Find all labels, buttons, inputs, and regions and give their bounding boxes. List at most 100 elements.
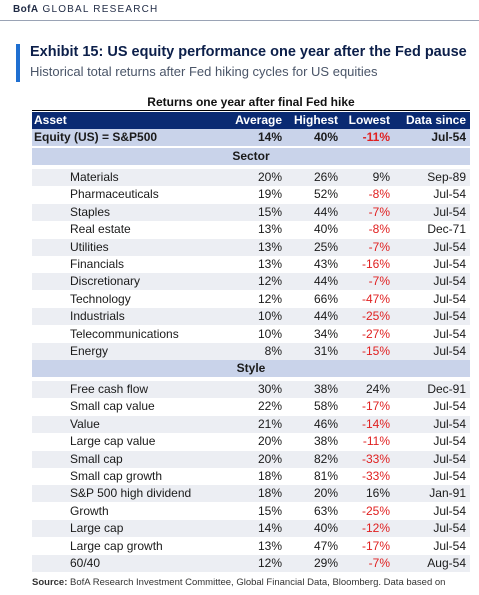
table-row: Real estate 13% 40% -8% Dec-71 <box>32 221 470 238</box>
lowest-cell: -11% <box>362 434 390 449</box>
table-row: Growth 15% 63% -25% Jul-54 <box>32 503 470 520</box>
data-since-cell: Sep-89 <box>427 170 466 184</box>
lowest-cell: 9% <box>372 170 390 184</box>
col-average: Average <box>235 113 282 127</box>
table-caption: Returns one year after final Fed hike <box>147 95 355 109</box>
lowest-cell: -33% <box>361 469 390 483</box>
col-asset: Asset <box>34 113 67 127</box>
lowest-cell: -27% <box>361 326 390 341</box>
table-row: Utilities 13% 25% -7% Jul-54 <box>32 238 470 256</box>
average-cell: 30% <box>257 382 282 396</box>
style-section-header: Style <box>32 360 470 377</box>
asset-cell: Energy <box>70 344 109 358</box>
table-row: Financials 13% 43% -16% Jul-54 <box>32 256 470 273</box>
col-lowest: Lowest <box>348 113 390 127</box>
data-since-cell: Jul-54 <box>433 257 466 271</box>
average-cell: 8% <box>264 344 282 358</box>
average-cell: 12% <box>257 291 282 306</box>
data-since-cell: Aug-54 <box>427 556 466 570</box>
table-row: 60/40 12% 29% -7% Aug-54 <box>32 555 470 572</box>
data-since-cell: Dec-91 <box>427 382 466 396</box>
asset-cell: Technology <box>70 291 131 306</box>
average-cell: 13% <box>257 257 282 271</box>
lowest-cell: -16% <box>361 257 390 271</box>
table-row: Materials 20% 26% 9% Sep-89 <box>32 169 470 186</box>
highest-cell: 66% <box>313 291 338 306</box>
average-cell: 21% <box>257 416 282 431</box>
data-since-cell: Jul-54 <box>433 538 466 553</box>
exhibit-subtitle: Historical total returns after Fed hikin… <box>30 64 378 79</box>
data-since-cell: Jul-54 <box>433 503 466 518</box>
average-cell: 13% <box>257 222 282 237</box>
table-row: Free cash flow 30% 38% 24% Dec-91 <box>32 381 470 398</box>
lowest-cell: -17% <box>361 538 390 553</box>
lowest-cell: -14% <box>361 416 390 431</box>
equity-average: 14% <box>257 130 282 144</box>
asset-cell: Growth <box>70 503 109 518</box>
table-row: Technology 12% 66% -47% Jul-54 <box>32 291 470 308</box>
table-row: Small cap value 22% 58% -17% Jul-54 <box>32 398 470 415</box>
highest-cell: 40% <box>313 222 338 237</box>
data-since-cell: Jul-54 <box>433 469 466 483</box>
report-header: BofA GLOBAL RESEARCH <box>0 0 479 22</box>
table-row: Industrials 10% 44% -25% Jul-54 <box>32 308 470 326</box>
table-row: Pharmaceuticals 19% 52% -8% Jul-54 <box>32 186 470 203</box>
equity-highest: 40% <box>313 130 338 144</box>
asset-cell: Real estate <box>70 222 131 237</box>
average-cell: 18% <box>257 486 282 501</box>
highest-cell: 81% <box>313 469 338 483</box>
lowest-cell: 24% <box>365 382 390 396</box>
highest-cell: 43% <box>313 257 338 271</box>
data-since-cell: Jul-54 <box>433 274 466 289</box>
table-row: Small cap 20% 82% -33% Jul-54 <box>32 450 470 468</box>
average-cell: 13% <box>257 538 282 553</box>
average-cell: 18% <box>257 469 282 483</box>
asset-cell: Telecommunications <box>70 326 179 341</box>
table-row: Telecommunications 10% 34% -27% Jul-54 <box>32 326 470 343</box>
lowest-cell: -33% <box>361 451 390 466</box>
highest-cell: 46% <box>313 416 338 431</box>
lowest-cell: -25% <box>361 309 390 324</box>
highest-cell: 25% <box>313 239 338 254</box>
highest-cell: 44% <box>313 274 338 289</box>
asset-cell: Large cap <box>70 521 124 536</box>
lowest-cell: -7% <box>368 556 390 570</box>
highest-cell: 82% <box>313 451 338 466</box>
highest-cell: 20% <box>313 486 338 501</box>
data-since-cell: Jul-54 <box>433 521 466 536</box>
data-since-cell: Dec-71 <box>427 222 466 237</box>
average-cell: 12% <box>257 556 282 570</box>
table-row: Large cap growth 13% 47% -17% Jul-54 <box>32 538 470 555</box>
lowest-cell: -15% <box>361 344 390 358</box>
asset-cell: S&P 500 high dividend <box>70 486 192 501</box>
highest-cell: 44% <box>313 204 338 219</box>
average-cell: 19% <box>257 187 282 202</box>
asset-cell: Financials <box>70 257 125 271</box>
highest-cell: 38% <box>313 434 338 449</box>
sector-section-header: Sector <box>32 148 470 165</box>
highest-cell: 63% <box>313 503 338 518</box>
caption-underline <box>32 110 470 111</box>
brand-logo: BofA GLOBAL RESEARCH <box>13 4 159 15</box>
lowest-cell: -8% <box>368 187 390 202</box>
lowest-cell: -17% <box>361 399 390 414</box>
highest-cell: 47% <box>313 538 338 553</box>
average-cell: 15% <box>257 204 282 219</box>
lowest-cell: -7% <box>368 239 390 254</box>
average-cell: 20% <box>257 170 282 184</box>
col-data-since: Data since <box>405 113 466 127</box>
equity-row: Equity (US) = S&P500 14% 40% -11% Jul-54 <box>32 129 470 146</box>
highest-cell: 44% <box>313 309 338 324</box>
average-cell: 20% <box>257 434 282 449</box>
asset-cell: Free cash flow <box>70 382 149 396</box>
asset-cell: Large cap growth <box>70 538 163 553</box>
lowest-cell: 16% <box>365 486 390 501</box>
header-divider <box>0 20 479 21</box>
title-accent-bar <box>16 44 20 82</box>
lowest-cell: -7% <box>368 204 390 219</box>
table-header: Asset Average Highest Lowest Data since <box>32 112 470 129</box>
highest-cell: 29% <box>313 556 338 570</box>
equity-since: Jul-54 <box>431 130 466 144</box>
average-cell: 12% <box>257 274 282 289</box>
data-since-cell: Jul-54 <box>433 309 466 324</box>
